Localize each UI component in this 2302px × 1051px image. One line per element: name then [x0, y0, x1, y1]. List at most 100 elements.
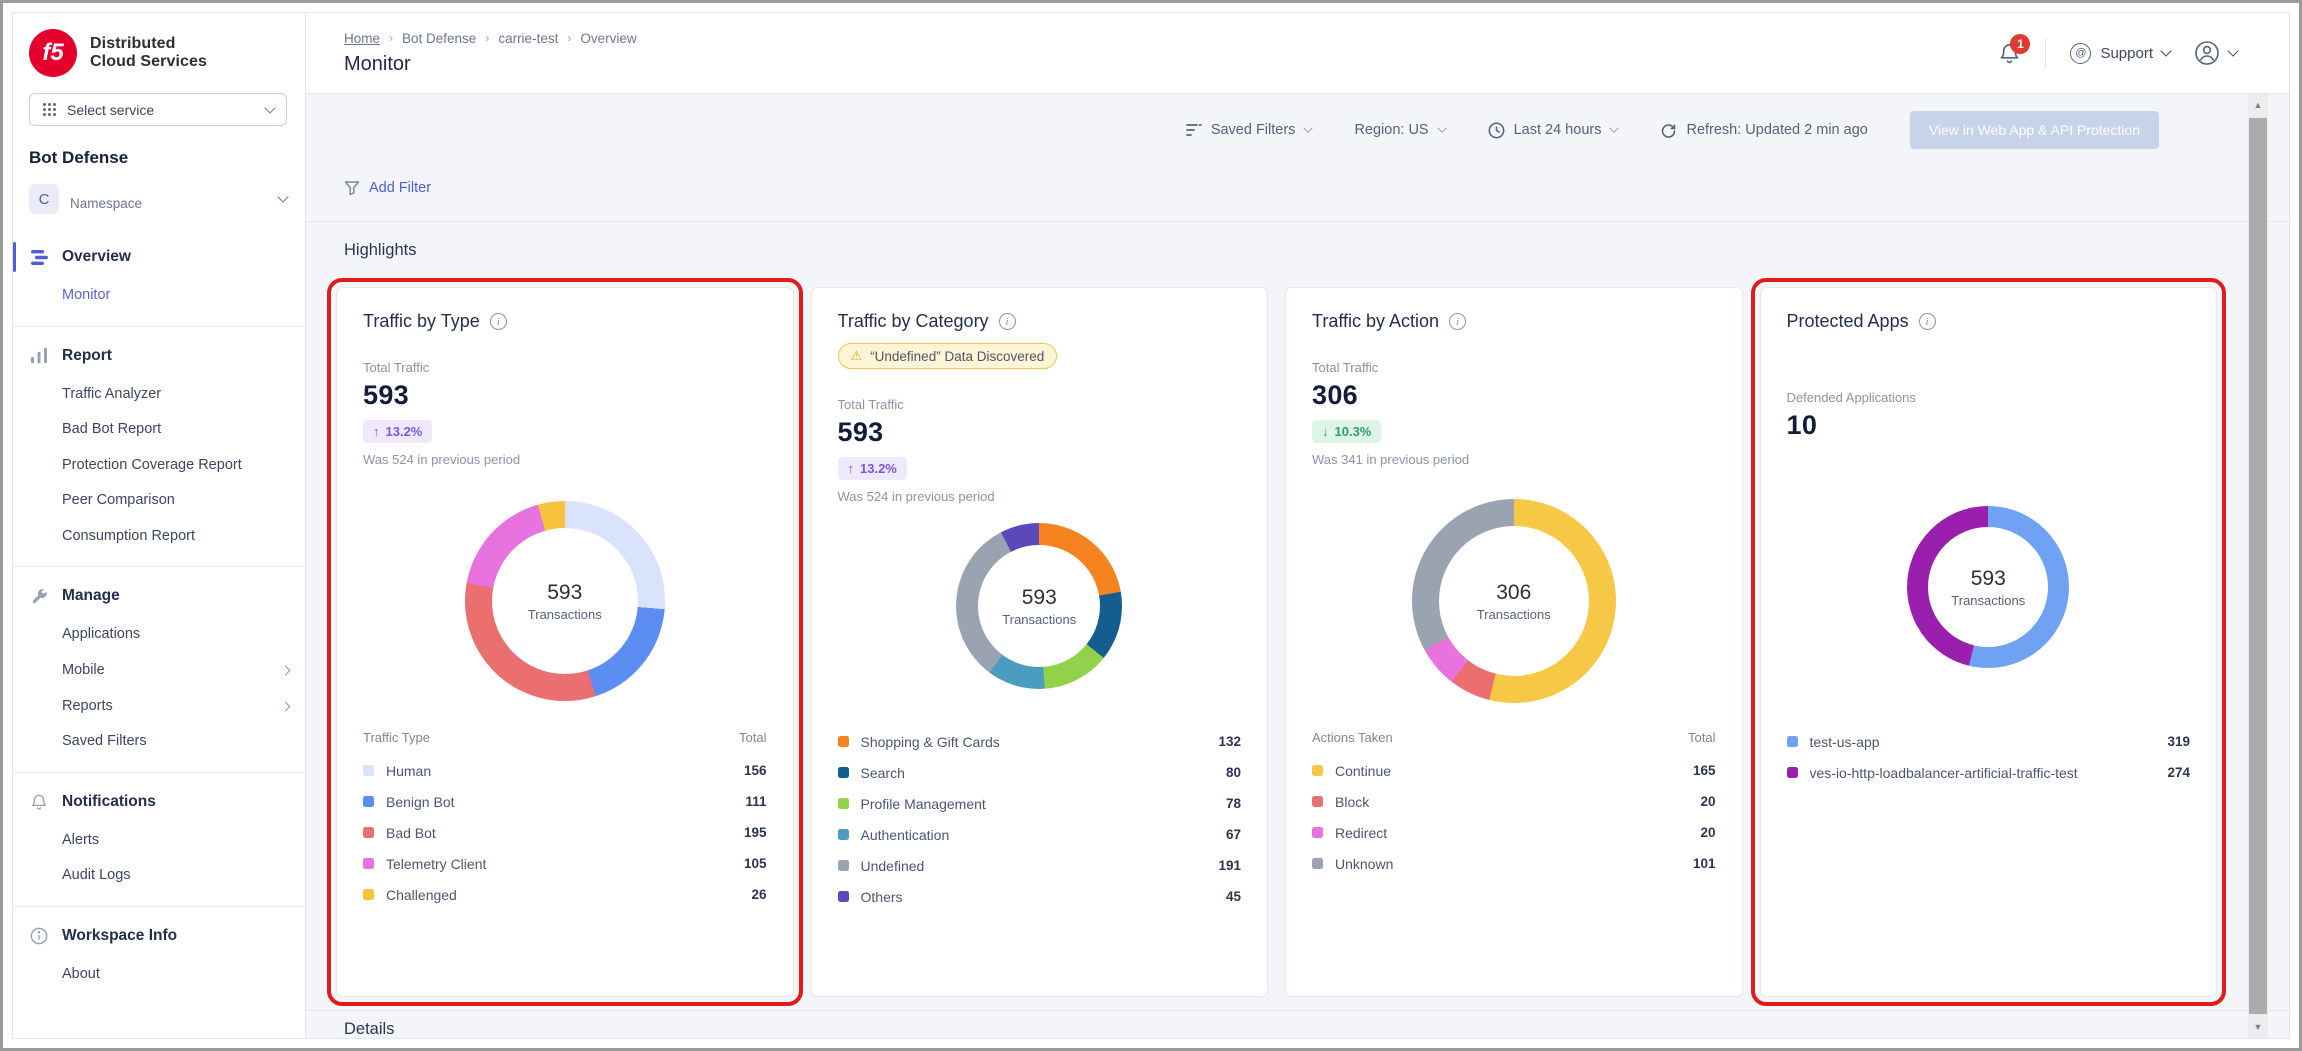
- sidebar-item-monitor[interactable]: Monitor: [13, 278, 305, 314]
- sidebar-item-audit-logs[interactable]: Audit Logs: [13, 858, 305, 894]
- donut-chart[interactable]: 593Transactions: [956, 523, 1122, 689]
- donut-center-label: 593Transactions: [1907, 506, 2069, 668]
- legend-swatch: [363, 765, 374, 776]
- legend-row[interactable]: Continue165: [1312, 755, 1716, 786]
- notifications-bell-button[interactable]: 1: [1998, 42, 2021, 65]
- sidebar-item-bad-bot-report[interactable]: Bad Bot Report: [13, 412, 305, 448]
- legend-row[interactable]: Challenged26: [363, 879, 767, 910]
- funnel-icon: [344, 180, 360, 196]
- sidebar-item-protection-coverage-report[interactable]: Protection Coverage Report: [13, 448, 305, 484]
- sidebar-item-workspace-info[interactable]: Workspace Info: [13, 915, 305, 957]
- legend-swatch: [1312, 796, 1323, 807]
- legend-row[interactable]: Benign Bot111: [363, 786, 767, 817]
- previous-period-label: Was 524 in previous period: [363, 452, 767, 467]
- support-menu[interactable]: @ Support: [2070, 43, 2170, 64]
- nav-section-label: Overview: [62, 248, 131, 266]
- sidebar-item-report[interactable]: Report: [13, 335, 305, 377]
- legend-row[interactable]: Redirect20: [1312, 817, 1716, 848]
- info-icon[interactable]: i: [999, 313, 1016, 330]
- legend-row[interactable]: Authentication67: [838, 819, 1242, 850]
- region-dropdown[interactable]: Region: US: [1354, 122, 1445, 138]
- breadcrumb-overview[interactable]: Overview: [580, 31, 636, 46]
- namespace-avatar: C: [29, 184, 59, 214]
- legend-row[interactable]: Profile Management78: [838, 788, 1242, 819]
- legend-row[interactable]: Human156: [363, 755, 767, 786]
- sidebar-item-traffic-analyzer[interactable]: Traffic Analyzer: [13, 377, 305, 413]
- legend-header: Traffic TypeTotal: [363, 726, 767, 755]
- donut-chart[interactable]: 593Transactions: [1907, 506, 2069, 668]
- sidebar-item-mobile[interactable]: Mobile: [13, 653, 305, 689]
- nav-section-label: Manage: [62, 587, 120, 605]
- legend-value: 45: [1226, 889, 1241, 904]
- sidebar-item-applications[interactable]: Applications: [13, 617, 305, 653]
- legend-row[interactable]: test-us-app319: [1787, 726, 2191, 757]
- sidebar-item-alerts[interactable]: Alerts: [13, 823, 305, 859]
- time-range-dropdown[interactable]: Last 24 hours: [1488, 122, 1619, 139]
- product-title: Bot Defense: [13, 142, 305, 180]
- sidebar-item-about[interactable]: About: [13, 957, 305, 993]
- refresh-button[interactable]: Refresh: Updated 2 min ago: [1660, 122, 1867, 139]
- legend-row[interactable]: ves-io-http-loadbalancer-artificial-traf…: [1787, 757, 2191, 788]
- chevron-down-icon: [2160, 45, 2171, 56]
- legend-label: Search: [861, 765, 905, 781]
- legend-row[interactable]: Telemetry Client105: [363, 848, 767, 879]
- brand-title-line1: Distributed: [90, 35, 207, 53]
- scrollbar-down-arrow[interactable]: ▼: [2248, 1016, 2268, 1038]
- stat-label: Defended Applications: [1787, 390, 2191, 405]
- scrollbar-up-arrow[interactable]: ▲: [2248, 94, 2268, 116]
- nav-item-label: Consumption Report: [62, 527, 195, 547]
- notification-count-badge: 1: [2010, 34, 2030, 54]
- breadcrumb-home[interactable]: Home: [344, 31, 380, 46]
- sidebar-item-overview[interactable]: Overview: [13, 236, 305, 278]
- card-title-text: Traffic by Action: [1312, 311, 1439, 332]
- support-icon: @: [2070, 43, 2091, 64]
- legend-row[interactable]: Others45: [838, 881, 1242, 912]
- breadcrumb-namespace[interactable]: carrie-test: [498, 31, 558, 46]
- legend-row[interactable]: Bad Bot195: [363, 817, 767, 848]
- sidebar-item-notifications[interactable]: Notifications: [13, 781, 305, 823]
- legend-row[interactable]: Undefined191: [838, 850, 1242, 881]
- legend-swatch: [363, 889, 374, 900]
- view-in-waap-button[interactable]: View in Web App & API Protection: [1910, 111, 2159, 149]
- donut-chart[interactable]: 306Transactions: [1412, 499, 1616, 703]
- info-icon[interactable]: i: [1919, 313, 1936, 330]
- breadcrumb-bot-defense[interactable]: Bot Defense: [402, 31, 476, 46]
- breadcrumb: Home › Bot Defense › carrie-test › Overv…: [344, 31, 637, 46]
- warning-badge-label: “Undefined” Data Discovered: [870, 349, 1044, 364]
- info-icon[interactable]: i: [490, 313, 507, 330]
- donut-center-label: 306Transactions: [1412, 499, 1616, 703]
- legend-label: Human: [386, 763, 431, 779]
- sidebar-item-reports[interactable]: Reports: [13, 689, 305, 725]
- sidebar-item-consumption-report[interactable]: Consumption Report: [13, 519, 305, 555]
- info-icon[interactable]: i: [1449, 313, 1466, 330]
- donut-center-unit: Transactions: [528, 607, 602, 622]
- legend-row[interactable]: Shopping & Gift Cards132: [838, 726, 1242, 757]
- saved-filters-dropdown[interactable]: Saved Filters: [1186, 122, 1313, 138]
- scrollbar-thumb[interactable]: [2249, 118, 2267, 1014]
- legend-row[interactable]: Search80: [838, 757, 1242, 788]
- vertical-scrollbar[interactable]: ▲ ▼: [2248, 94, 2268, 1038]
- legend-value: 105: [744, 856, 767, 871]
- account-menu[interactable]: [2194, 40, 2237, 66]
- delta-value: 13.2%: [860, 461, 897, 476]
- legend-value: 195: [744, 825, 767, 840]
- sidebar-item-saved-filters[interactable]: Saved Filters: [13, 724, 305, 760]
- sidebar-item-manage[interactable]: Manage: [13, 575, 305, 617]
- select-service-dropdown[interactable]: Select service: [29, 93, 287, 126]
- arrow-up-icon: ↑: [373, 424, 380, 439]
- namespace-selector[interactable]: C Namespace: [29, 184, 287, 214]
- sidebar-item-peer-comparison[interactable]: Peer Comparison: [13, 483, 305, 519]
- previous-period-label: Was 524 in previous period: [838, 489, 1242, 504]
- legend-row[interactable]: Block20: [1312, 786, 1716, 817]
- stat-label: Total Traffic: [363, 360, 767, 375]
- user-icon: [2194, 40, 2220, 66]
- add-filter-button[interactable]: Add Filter: [344, 180, 431, 196]
- legend-row[interactable]: Unknown101: [1312, 848, 1716, 879]
- card-title-text: Traffic by Category: [838, 311, 989, 332]
- legend-value: 165: [1693, 763, 1716, 778]
- donut-chart[interactable]: 593Transactions: [465, 501, 665, 701]
- delta-badge: ↑13.2%: [363, 420, 432, 443]
- saved-filters-label: Saved Filters: [1211, 122, 1296, 138]
- sidebar: f5 Distributed Cloud Services Select ser…: [13, 13, 306, 1038]
- donut-zone: 593Transactions: [838, 504, 1242, 708]
